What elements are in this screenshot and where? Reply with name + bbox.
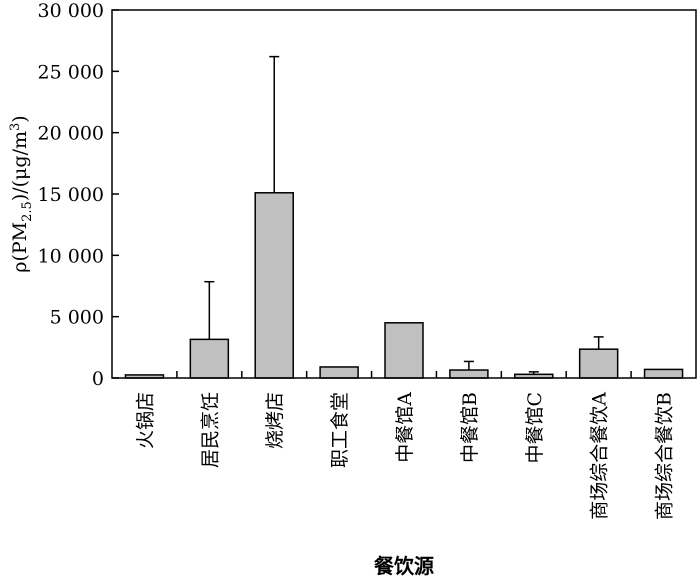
- y-axis-label: ρ(PM2.5)/(μg/m3): [8, 115, 35, 272]
- bar: [189, 338, 230, 379]
- x-tick-label: 中餐馆A: [394, 392, 416, 463]
- bar: [449, 369, 489, 379]
- x-tick-label: 居民烹饪: [199, 392, 221, 468]
- y-tick-label: 25 000: [38, 61, 104, 83]
- bar: [578, 348, 619, 379]
- y-tick-label: 15 000: [38, 184, 104, 206]
- y-tick-label: 0: [92, 368, 104, 390]
- y-tick-label: 20 000: [38, 123, 104, 145]
- bar: [254, 192, 294, 379]
- y-axis: 0 5 000 10 000 15 000 20 000 25 000 30 000: [38, 0, 119, 390]
- x-tick-label: 商场综合餐饮A: [589, 392, 611, 520]
- x-tick-label: 中餐馆B: [459, 392, 481, 463]
- x-axis: 火锅店 居民烹饪 烧烤店 职工食堂 中餐馆A 中餐馆B 中餐馆C 商场综合餐饮A 商场综合餐饮B: [134, 371, 676, 520]
- bars-layer: [124, 192, 684, 379]
- y-axis-label-subscript: 2.5: [20, 201, 35, 222]
- x-tick-label: 职工食堂: [329, 392, 351, 468]
- x-tick-label: 中餐馆C: [524, 392, 546, 464]
- error-bars-layer: [204, 55, 604, 375]
- x-tick-label: 火锅店: [134, 392, 156, 449]
- y-tick-label: 5 000: [50, 307, 104, 329]
- bar: [643, 368, 684, 379]
- y-axis-label-suffix: ): [9, 115, 31, 122]
- y-tick-label: 30 000: [38, 0, 104, 22]
- bar: [319, 366, 359, 379]
- y-axis-label-middle: )/(μg/m: [9, 131, 31, 201]
- svg-text:ρ(PM2.5)/(μg/m3): ρ(PM2.5)/(μg/m3): [8, 115, 35, 272]
- x-axis-label: 餐饮源: [374, 554, 434, 578]
- x-tick-label: 烧烤店: [264, 392, 286, 449]
- x-tick-label: 商场综合餐饮B: [654, 392, 676, 520]
- y-axis-label-prefix: ρ(PM: [9, 222, 31, 273]
- bar: [384, 322, 424, 379]
- y-axis-label-superscript: 3: [8, 123, 23, 131]
- y-tick-label: 10 000: [38, 245, 104, 267]
